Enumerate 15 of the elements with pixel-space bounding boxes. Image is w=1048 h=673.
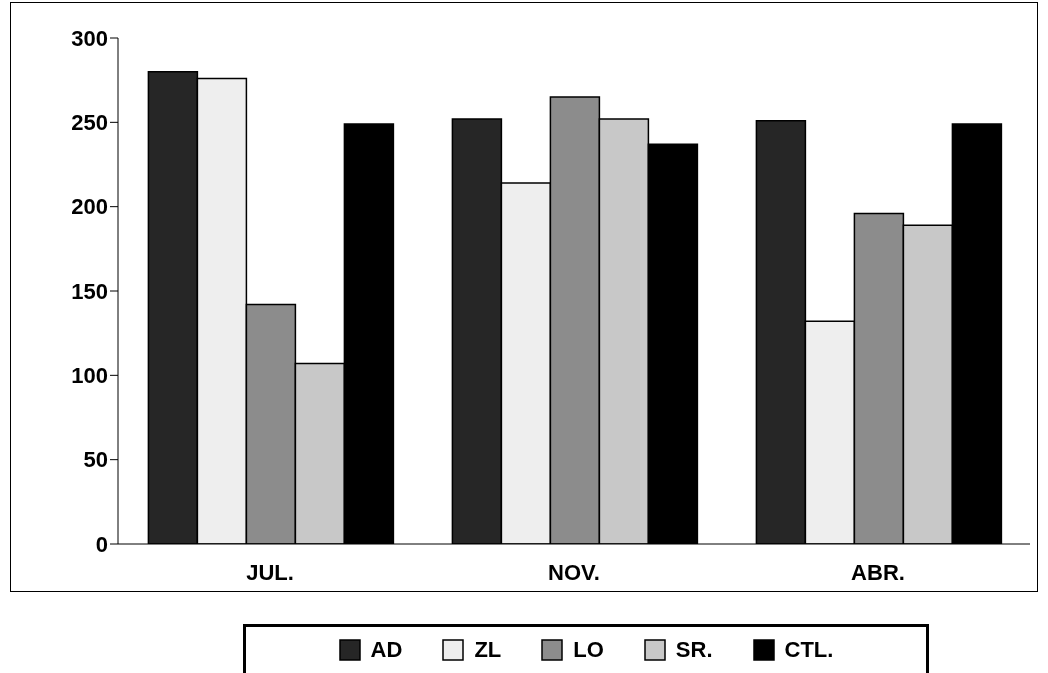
y-tick-label: 200 <box>71 194 108 220</box>
x-tick-label: NOV. <box>548 559 600 585</box>
y-tick-label: 100 <box>71 363 108 389</box>
legend-label: SR. <box>675 637 713 663</box>
legend-label: LO <box>573 637 604 663</box>
x-tick-label: JUL. <box>246 559 294 585</box>
y-tick-label: 0 <box>95 531 108 557</box>
legend-label: ZL <box>474 637 502 663</box>
y-tick-label: 150 <box>71 278 108 304</box>
y-tick-label: 250 <box>71 110 108 136</box>
y-tick-label: 300 <box>71 25 108 51</box>
legend-label: CTL. <box>784 637 834 663</box>
legend-label: AD <box>370 637 403 663</box>
y-tick-label: 50 <box>83 447 108 473</box>
x-tick-label: ABR. <box>851 559 905 585</box>
